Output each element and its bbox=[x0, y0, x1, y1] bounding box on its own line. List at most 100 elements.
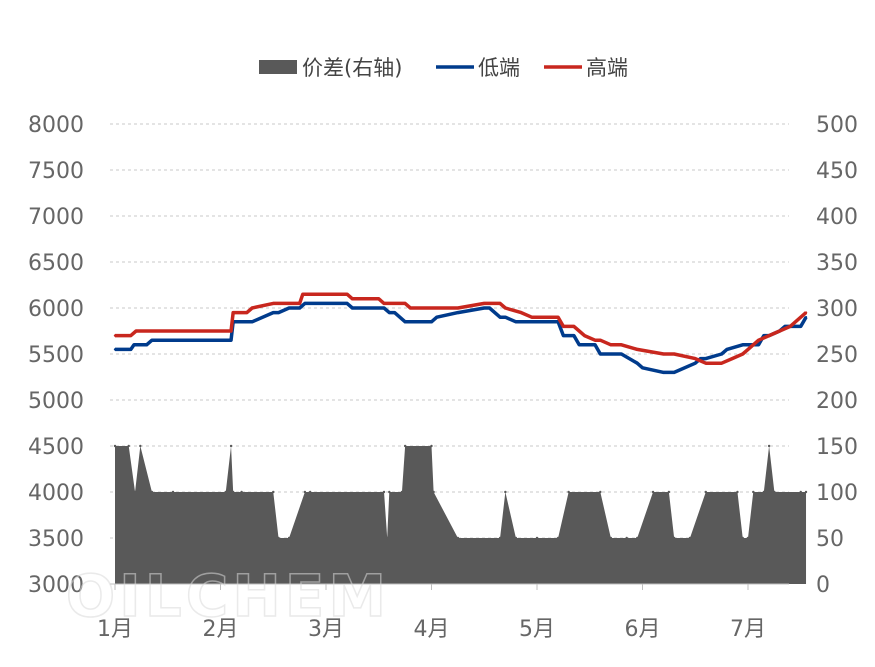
y-right-tick-200: 200 bbox=[816, 389, 858, 414]
high-price-point bbox=[245, 311, 249, 314]
low-price-point bbox=[578, 343, 581, 346]
low-price-point bbox=[430, 320, 433, 323]
low-price-point bbox=[403, 320, 407, 323]
spread-point bbox=[430, 444, 433, 448]
spread-area bbox=[115, 446, 807, 584]
low-price-point bbox=[562, 334, 565, 337]
x-tick-label-6: 6月 bbox=[625, 617, 661, 642]
y-left-tick-5000: 5000 bbox=[28, 389, 84, 414]
high-price-point bbox=[129, 334, 133, 337]
spread-point bbox=[556, 536, 560, 540]
spread-point bbox=[804, 490, 808, 494]
legend-label-low: 低端 bbox=[478, 56, 520, 80]
low-price-point bbox=[694, 362, 697, 365]
price-lines-layer bbox=[113, 292, 808, 375]
high-price-point bbox=[483, 302, 486, 305]
high-price-point bbox=[662, 352, 665, 356]
x-tick-label-3: 3月 bbox=[308, 617, 344, 642]
high-price-point bbox=[277, 302, 280, 305]
low-price-point bbox=[514, 320, 518, 323]
spread-point bbox=[308, 490, 312, 494]
y-left-tick-7000: 7000 bbox=[28, 205, 84, 230]
spread-point bbox=[133, 490, 137, 494]
spread-point bbox=[504, 490, 507, 494]
y-left-tick-7500: 7500 bbox=[28, 159, 84, 184]
spread-point bbox=[746, 536, 750, 540]
low-price-point bbox=[599, 352, 602, 356]
y-right-tick-50: 50 bbox=[816, 527, 844, 552]
low-price-point bbox=[636, 362, 639, 365]
high-price-point bbox=[556, 316, 560, 319]
spread-point bbox=[303, 490, 307, 494]
high-price-point bbox=[562, 325, 565, 328]
low-price-point bbox=[483, 306, 486, 310]
spread-point bbox=[403, 444, 407, 448]
spread-point bbox=[704, 490, 707, 494]
spread-point bbox=[736, 490, 739, 494]
high-price-point bbox=[530, 316, 533, 319]
spread-point bbox=[432, 490, 435, 494]
spread-point bbox=[456, 536, 460, 540]
high-price-point bbox=[351, 297, 354, 300]
spread-point bbox=[400, 490, 404, 494]
high-price-point bbox=[709, 362, 713, 365]
high-price-point bbox=[231, 311, 235, 314]
low-price-point bbox=[609, 352, 613, 356]
low-price-point bbox=[382, 306, 386, 310]
spread-point bbox=[599, 490, 602, 494]
low-price-point bbox=[250, 320, 254, 323]
low-price-point bbox=[287, 306, 291, 310]
low-price-point bbox=[277, 311, 280, 314]
low-price-point bbox=[641, 366, 644, 369]
spread-point bbox=[567, 490, 570, 494]
low-price-point bbox=[456, 311, 460, 314]
high-price-point bbox=[287, 302, 291, 305]
high-price-point bbox=[301, 293, 304, 296]
low-price-point bbox=[704, 357, 707, 360]
low-price-point bbox=[351, 306, 354, 310]
high-price-point bbox=[504, 306, 507, 310]
spread-point bbox=[272, 490, 275, 494]
low-price-point bbox=[741, 343, 744, 346]
high-price-point bbox=[778, 329, 781, 333]
high-price-point bbox=[789, 325, 792, 328]
y-right-tick-500: 500 bbox=[816, 113, 858, 138]
y-right-tick-450: 450 bbox=[816, 159, 858, 184]
low-price-point bbox=[113, 348, 117, 351]
high-price-point bbox=[757, 339, 760, 342]
spread-point bbox=[388, 490, 391, 494]
spread-point bbox=[651, 490, 655, 494]
y-left-tick-3500: 3500 bbox=[28, 527, 84, 552]
y-left-tick-8000: 8000 bbox=[28, 113, 84, 138]
high-price-point bbox=[229, 329, 233, 333]
high-price-point bbox=[767, 334, 771, 337]
high-price-point bbox=[572, 325, 576, 328]
low-price-point bbox=[804, 316, 808, 319]
high-price-point bbox=[272, 302, 275, 305]
low-price-point bbox=[662, 371, 665, 374]
high-price-point bbox=[799, 316, 802, 319]
low-price-point bbox=[145, 343, 148, 346]
spread-point bbox=[224, 490, 227, 494]
high-price-point bbox=[345, 293, 349, 296]
y-right-tick-400: 400 bbox=[816, 205, 858, 230]
low-price-point bbox=[746, 343, 750, 346]
spread-point bbox=[767, 444, 771, 448]
legend-label-high: 高端 bbox=[586, 56, 628, 80]
high-price-point bbox=[409, 306, 412, 310]
spread-point bbox=[287, 536, 291, 540]
low-price-point bbox=[572, 334, 576, 337]
high-price-point bbox=[250, 306, 254, 310]
low-price-point bbox=[757, 343, 760, 346]
high-price-point bbox=[704, 362, 707, 365]
high-price-point bbox=[583, 334, 586, 337]
y-right-tick-0: 0 bbox=[816, 573, 830, 598]
spread-point bbox=[688, 536, 692, 540]
low-price-point bbox=[498, 316, 502, 319]
spread-point bbox=[385, 536, 389, 540]
low-price-point bbox=[794, 325, 797, 328]
low-price-point bbox=[435, 316, 438, 319]
spread-point bbox=[514, 536, 518, 540]
low-price-line bbox=[115, 301, 808, 375]
